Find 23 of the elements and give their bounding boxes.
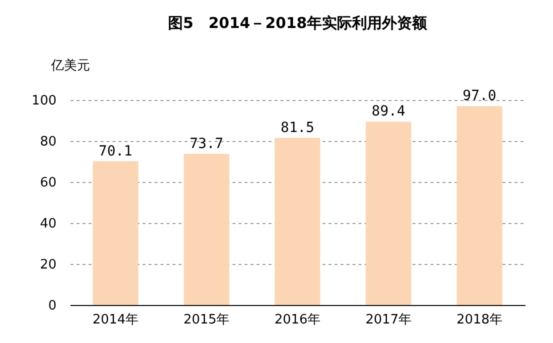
x-tick-label: 2014年 [92,312,139,328]
bar [456,106,502,305]
bar [184,154,230,305]
data-label: 73.7 [190,136,224,152]
y-tick-label: 60 [40,176,56,190]
x-tick-label: 2016年 [274,312,321,328]
y-tick-label: 40 [40,216,56,232]
y-tick-label: 100 [32,94,56,108]
y-tick-label: 80 [40,134,56,150]
chart-title: 图5 2014－2018年实际利用外资额 [168,14,428,32]
bar [366,122,412,305]
data-label: 81.5 [280,120,314,136]
y-tick-label: 0 [48,298,56,314]
x-tick-label: 2015年 [183,312,230,328]
bar [274,138,320,305]
bar [92,161,138,305]
data-label: 89.4 [372,104,406,120]
data-label: 70.1 [98,143,132,160]
x-tick-label: 2018年 [456,312,503,328]
x-tick-label: 2017年 [365,312,412,328]
y-tick-label: 20 [40,258,56,272]
data-label: 97.0 [462,88,496,104]
y-axis-title: 亿美元 [50,58,90,74]
